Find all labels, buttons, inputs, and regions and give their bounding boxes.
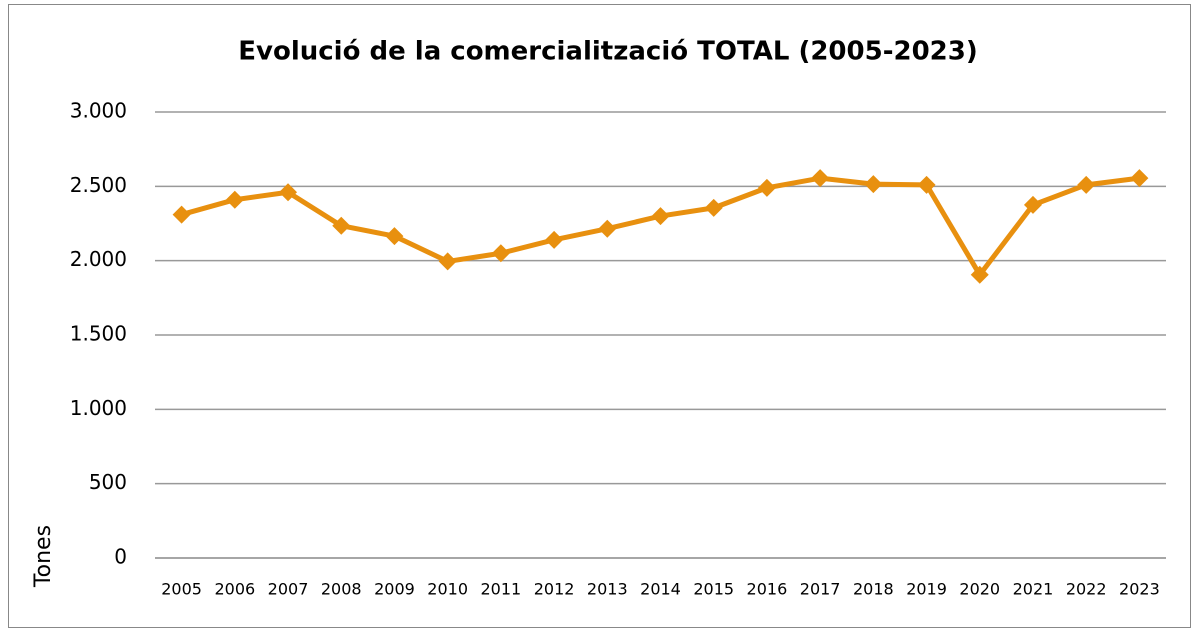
data-point bbox=[1130, 169, 1149, 188]
x-tick-label: 2023 bbox=[1119, 580, 1160, 599]
y-tick-label: 1.000 bbox=[70, 396, 127, 420]
data-point bbox=[1077, 175, 1096, 194]
x-tick-label: 2016 bbox=[747, 580, 788, 599]
chart-title: Evolució de la comercialització TOTAL (2… bbox=[238, 37, 977, 67]
x-tick-label: 2015 bbox=[693, 580, 734, 599]
data-point bbox=[970, 265, 989, 284]
x-tick-label: 2011 bbox=[481, 580, 522, 599]
chart-border bbox=[8, 4, 1191, 628]
y-tick-label: 2.000 bbox=[70, 247, 127, 271]
x-tick-label: 2005 bbox=[161, 580, 202, 599]
x-tick-label: 2020 bbox=[959, 580, 1000, 599]
data-point bbox=[225, 190, 244, 209]
data-point bbox=[385, 227, 404, 246]
data-point bbox=[651, 207, 670, 226]
x-tick-label: 2009 bbox=[374, 580, 415, 599]
x-tick-label: 2017 bbox=[800, 580, 841, 599]
x-tick-label: 2006 bbox=[214, 580, 255, 599]
x-tick-label: 2021 bbox=[1013, 580, 1054, 599]
data-point bbox=[172, 205, 191, 224]
data-point bbox=[279, 183, 298, 202]
data-point bbox=[1023, 195, 1042, 214]
x-tick-label: 2014 bbox=[640, 580, 681, 599]
data-point bbox=[811, 169, 830, 188]
x-tick-label: 2008 bbox=[321, 580, 362, 599]
data-point bbox=[491, 244, 510, 263]
y-axis-label: Tones bbox=[31, 525, 56, 588]
data-point bbox=[438, 252, 457, 271]
x-tick-label: 2019 bbox=[906, 580, 947, 599]
y-tick-label: 3.000 bbox=[70, 99, 127, 123]
y-tick-label: 0 bbox=[114, 545, 127, 569]
x-tick-label: 2022 bbox=[1066, 580, 1107, 599]
x-tick-label: 2013 bbox=[587, 580, 628, 599]
data-point bbox=[598, 219, 617, 238]
data-point bbox=[757, 178, 776, 197]
x-tick-label: 2018 bbox=[853, 580, 894, 599]
y-tick-label: 500 bbox=[89, 470, 127, 494]
x-tick-label: 2012 bbox=[534, 580, 575, 599]
data-point bbox=[545, 230, 564, 249]
data-point bbox=[332, 216, 351, 235]
data-point bbox=[917, 175, 936, 194]
data-point bbox=[864, 175, 883, 194]
x-tick-label: 2007 bbox=[268, 580, 309, 599]
y-tick-label: 1.500 bbox=[70, 322, 127, 346]
x-tick-label: 2010 bbox=[427, 580, 468, 599]
data-point bbox=[704, 198, 723, 217]
y-tick-label: 2.500 bbox=[70, 173, 127, 197]
